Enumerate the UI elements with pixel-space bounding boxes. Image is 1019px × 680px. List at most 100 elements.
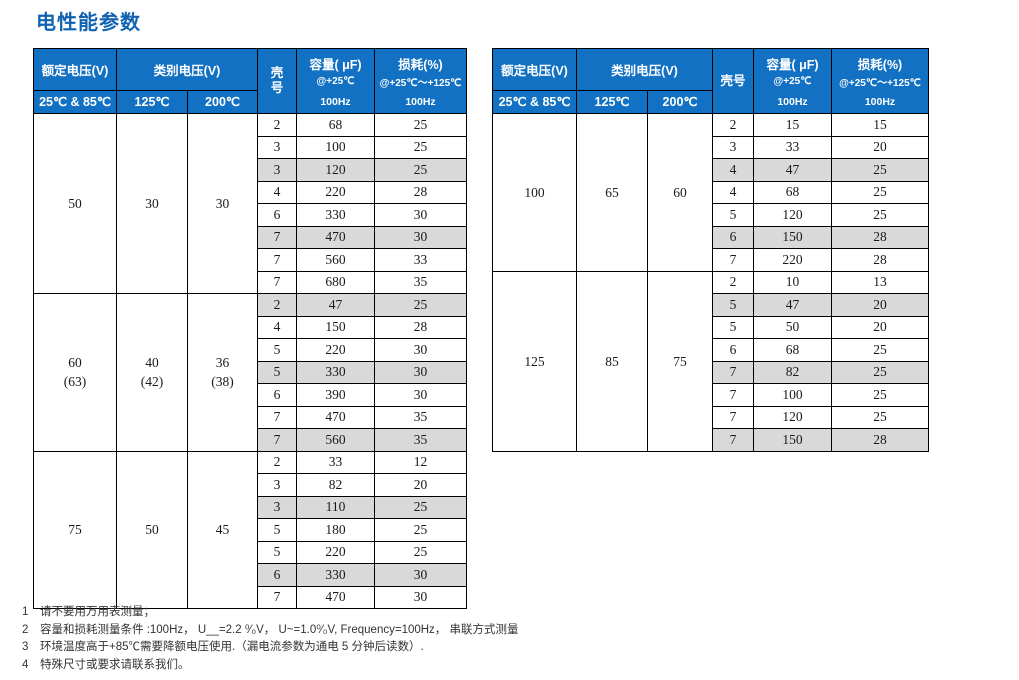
capacity-cell: 110 bbox=[296, 495, 376, 519]
rated-voltage-cell: 60 (63) bbox=[33, 293, 117, 452]
category-200-cell-line: 75 bbox=[673, 353, 687, 369]
capacity-cell: 560 bbox=[296, 428, 376, 452]
capacity-header-line: 100Hz bbox=[320, 95, 351, 108]
table-row: 5 220 30 bbox=[34, 338, 468, 362]
category-voltage-header: 类别电压(V) bbox=[115, 48, 259, 91]
shell-cell: 5 bbox=[257, 540, 298, 564]
capacity-cell: 47 bbox=[753, 158, 833, 182]
shell-cell: 4 bbox=[712, 180, 755, 204]
capacity-cell: 68 bbox=[296, 113, 376, 137]
capacity-cell: 330 bbox=[296, 203, 376, 227]
shell-cell: 3 bbox=[257, 473, 298, 497]
category-200-cell: 60 bbox=[646, 113, 714, 272]
capacity-cell: 120 bbox=[753, 405, 833, 429]
table-row: 5 330 30 bbox=[34, 360, 468, 384]
table-row: 6 330 30 bbox=[34, 563, 468, 587]
note-item: 1 请不要用万用表测量； bbox=[22, 604, 982, 621]
shell-cell: 7 bbox=[257, 428, 298, 452]
shell-cell: 2 bbox=[712, 113, 755, 137]
table-row: 5 120 25 bbox=[493, 203, 930, 227]
table-row: 7 470 30 bbox=[34, 585, 468, 609]
category-200-cell-line: 36 bbox=[215, 355, 230, 371]
shell-cell: 2 bbox=[257, 450, 298, 474]
loss-cell: 25 bbox=[831, 158, 930, 182]
category-125-cell-line: 65 bbox=[605, 184, 619, 200]
loss-cell: 12 bbox=[374, 450, 468, 474]
table-row: 6 330 30 bbox=[34, 203, 468, 227]
capacity-cell: 68 bbox=[753, 180, 833, 204]
loss-header-line: @+25℃～+125℃ bbox=[839, 78, 921, 89]
capacity-cell: 47 bbox=[753, 293, 833, 317]
shell-cell: 5 bbox=[712, 203, 755, 227]
loss-cell: 25 bbox=[374, 113, 468, 137]
table-row: 100 65 60 2 15 15 bbox=[492, 113, 930, 272]
loss-cell: 35 bbox=[374, 270, 468, 294]
shell-header-char: 号 bbox=[270, 81, 284, 95]
loss-header-line: 损耗(%) bbox=[398, 58, 443, 72]
loss-cell: 25 bbox=[374, 293, 468, 317]
table-row: 4 220 28 bbox=[34, 180, 468, 204]
table-row: 125 85 75 2 10 13 bbox=[492, 270, 930, 452]
category-125-cell-line: (42) bbox=[140, 374, 164, 390]
shell-cell: 6 bbox=[257, 203, 298, 227]
capacity-cell: 100 bbox=[753, 383, 833, 407]
category-voltage-header: 类别电压(V) bbox=[575, 48, 714, 91]
table-row: 60 (63) 40 (42) 36 (38) 2 47 25 bbox=[33, 293, 468, 452]
rated-voltage-cell: 75 bbox=[33, 450, 117, 609]
rated-voltage-cell-line: (63) bbox=[63, 374, 87, 390]
table-row: 4 150 28 bbox=[34, 315, 468, 339]
capacity-cell: 33 bbox=[753, 135, 833, 159]
loss-cell: 30 bbox=[374, 585, 468, 609]
table-row: 7 82 25 bbox=[493, 360, 930, 384]
shell-cell: 6 bbox=[712, 338, 755, 362]
loss-cell: 25 bbox=[831, 383, 930, 407]
capacity-cell: 150 bbox=[296, 315, 376, 339]
header-row-2: 25℃ & 85℃ 125℃ 200℃ bbox=[33, 89, 467, 115]
table-row: 5 180 25 bbox=[34, 518, 468, 542]
rated-sub-header: 25℃ & 85℃ bbox=[33, 89, 117, 115]
shell-cell: 5 bbox=[257, 360, 298, 384]
capacity-cell: 47 bbox=[296, 293, 376, 317]
capacity-cell: 50 bbox=[753, 315, 833, 339]
category-200-header: 200℃ bbox=[646, 89, 714, 115]
category-200-cell-line: 45 bbox=[215, 522, 230, 538]
category-200-cell: 36 (38) bbox=[186, 293, 259, 452]
loss-header: 损耗(%) @+25℃～+125℃ 100Hz bbox=[831, 48, 930, 114]
rated-sub-header: 25℃ & 85℃ bbox=[492, 89, 577, 115]
shell-cell: 7 bbox=[712, 248, 755, 272]
rated-voltage-cell: 100 bbox=[492, 113, 577, 272]
shell-cell: 4 bbox=[257, 315, 298, 339]
capacity-cell: 100 bbox=[296, 135, 376, 159]
category-200-cell-line: (38) bbox=[211, 374, 234, 390]
shell-cell: 3 bbox=[257, 495, 298, 519]
capacity-header: 容量( μF) @+25℃ 100Hz bbox=[296, 48, 376, 114]
capacity-header-line: @+25℃ bbox=[316, 76, 355, 87]
loss-cell: 25 bbox=[831, 338, 930, 362]
shell-cell: 7 bbox=[257, 405, 298, 429]
capacity-cell: 220 bbox=[753, 248, 833, 272]
capacity-cell: 82 bbox=[296, 473, 376, 497]
category-200-cell: 30 bbox=[186, 113, 259, 294]
loss-cell: 30 bbox=[374, 203, 468, 227]
note-text: 环境温度高于+85℃需要降额电压使用.（漏电流参数为通电 5 分钟后读数）. bbox=[40, 641, 424, 653]
table-row: 5 47 20 bbox=[493, 293, 930, 317]
table-row: 6 150 28 bbox=[493, 225, 930, 249]
capacity-cell: 220 bbox=[296, 180, 376, 204]
loss-cell: 30 bbox=[374, 338, 468, 362]
rated-voltage-cell-line: 60 bbox=[68, 355, 82, 371]
rated-voltage-cell-line: 50 bbox=[68, 196, 82, 211]
capacity-cell: 15 bbox=[753, 113, 833, 137]
table-row: 50 30 30 2 68 25 bbox=[33, 113, 468, 294]
category-200-cell-line: 30 bbox=[215, 196, 230, 211]
loss-cell: 28 bbox=[374, 180, 468, 204]
shell-cell: 7 bbox=[712, 405, 755, 429]
category-125-cell: 85 bbox=[576, 270, 648, 452]
loss-cell: 20 bbox=[374, 473, 468, 497]
note-text: 请不要用万用表测量； bbox=[40, 606, 155, 618]
shell-cell: 2 bbox=[712, 270, 755, 294]
table-body: 100 65 60 2 15 15 3 33 20 4 47 25 4 68 25 5 120 25 6 150 28 7… bbox=[492, 113, 930, 452]
shell-cell: 7 bbox=[257, 225, 298, 249]
